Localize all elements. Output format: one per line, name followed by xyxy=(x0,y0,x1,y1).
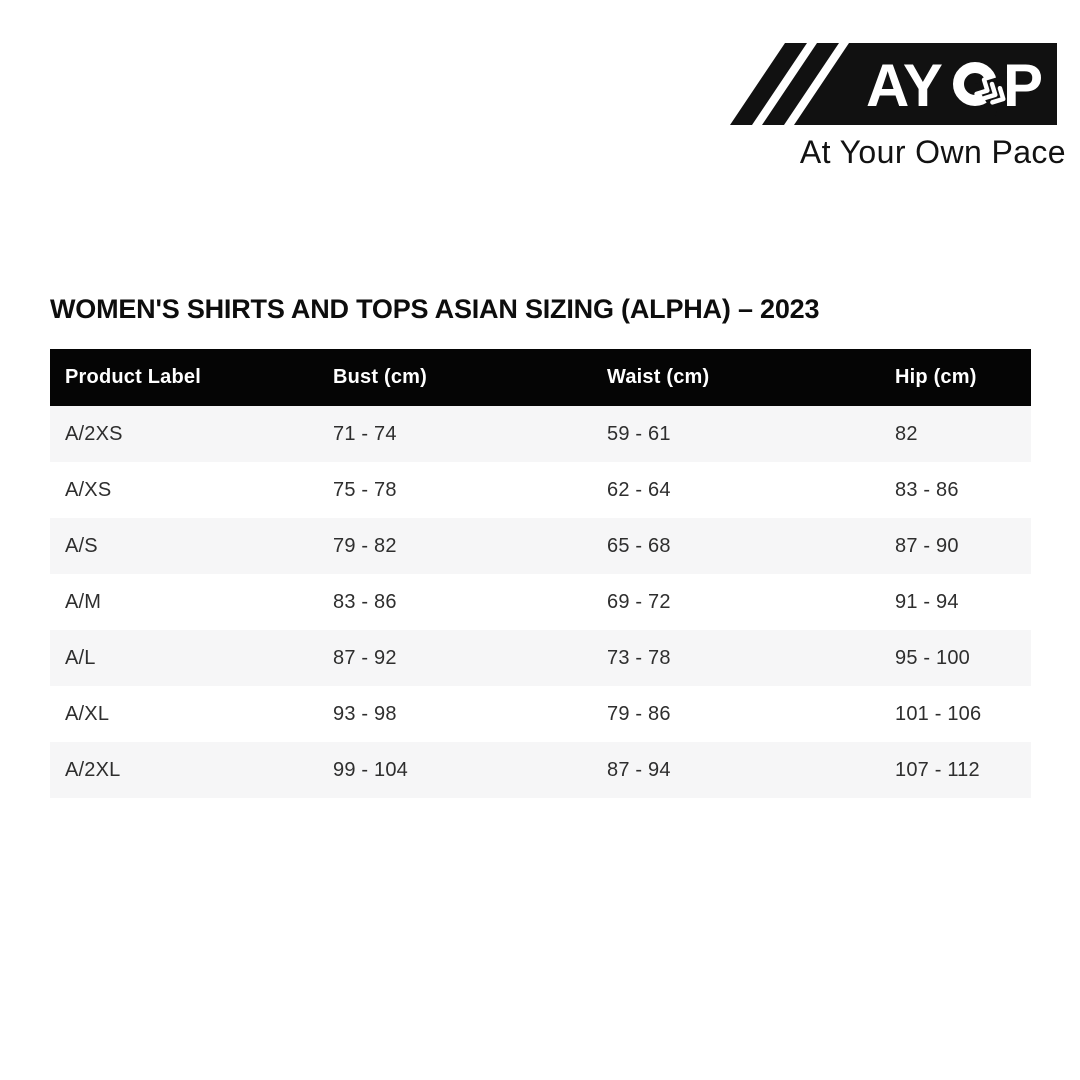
table-row: A/2XL 99 - 104 87 - 94 107 - 112 xyxy=(50,742,1031,798)
table-row: A/L 87 - 92 73 - 78 95 - 100 xyxy=(50,630,1031,686)
table-cell: 79 - 82 xyxy=(318,518,592,574)
table-cell: A/2XS xyxy=(50,406,318,462)
table-cell: 75 - 78 xyxy=(318,462,592,518)
table-cell: 107 - 112 xyxy=(880,742,1031,798)
table-row: A/XL 93 - 98 79 - 86 101 - 106 xyxy=(50,686,1031,742)
table-cell: 83 - 86 xyxy=(318,574,592,630)
table-cell: 62 - 64 xyxy=(592,462,880,518)
table-cell: 95 - 100 xyxy=(880,630,1031,686)
table-cell: A/S xyxy=(50,518,318,574)
table-cell: 87 - 94 xyxy=(592,742,880,798)
table-header-cell: Bust (cm) xyxy=(318,349,592,406)
table-cell: A/L xyxy=(50,630,318,686)
table-cell: 65 - 68 xyxy=(592,518,880,574)
table-header-cell: Hip (cm) xyxy=(880,349,1031,406)
size-table-body: A/2XS 71 - 74 59 - 61 82 A/XS 75 - 78 62 - 64 8… xyxy=(50,406,1031,798)
table-cell: 79 - 86 xyxy=(592,686,880,742)
logo-letters-ay: AY xyxy=(866,52,943,119)
logo-slash-icon xyxy=(762,43,839,125)
table-cell: 91 - 94 xyxy=(880,574,1031,630)
brand-tagline: At Your Own Pace xyxy=(799,134,1066,170)
table-cell: 73 - 78 xyxy=(592,630,880,686)
table-cell: 99 - 104 xyxy=(318,742,592,798)
size-table-header: Product Label Bust (cm) Waist (cm) Hip (cm) xyxy=(50,349,1031,406)
size-table: Product Label Bust (cm) Waist (cm) Hip (cm)… xyxy=(50,349,1031,798)
table-row: A/XS 75 - 78 62 - 64 83 - 86 xyxy=(50,462,1031,518)
logo-chevron-o-icon xyxy=(953,62,1011,116)
table-cell: 59 - 61 xyxy=(592,406,880,462)
page-title: WOMEN'S SHIRTS AND TOPS ASIAN SIZING (AL… xyxy=(50,294,820,325)
table-row: A/S 79 - 82 65 - 68 87 - 90 xyxy=(50,518,1031,574)
table-header-cell: Product Label xyxy=(50,349,318,406)
table-cell: 83 - 86 xyxy=(880,462,1031,518)
ayop-logo-icon: AY P xyxy=(730,43,1057,125)
logo-slash-icon xyxy=(730,43,807,125)
table-header-cell: Waist (cm) xyxy=(592,349,880,406)
table-cell: 82 xyxy=(880,406,1031,462)
table-row: A/2XS 71 - 74 59 - 61 82 xyxy=(50,406,1031,462)
table-cell: A/M xyxy=(50,574,318,630)
table-cell: A/XL xyxy=(50,686,318,742)
table-cell: 101 - 106 xyxy=(880,686,1031,742)
table-cell: A/2XL xyxy=(50,742,318,798)
table-cell: 93 - 98 xyxy=(318,686,592,742)
table-cell: 87 - 92 xyxy=(318,630,592,686)
table-cell: 87 - 90 xyxy=(880,518,1031,574)
brand-logo: AY P xyxy=(727,43,1057,125)
table-header-row: Product Label Bust (cm) Waist (cm) Hip (cm) xyxy=(50,349,1031,406)
table-cell: A/XS xyxy=(50,462,318,518)
table-cell: 69 - 72 xyxy=(592,574,880,630)
table-cell: 71 - 74 xyxy=(318,406,592,462)
table-row: A/M 83 - 86 69 - 72 91 - 94 xyxy=(50,574,1031,630)
logo-letter-p: P xyxy=(1003,52,1043,119)
